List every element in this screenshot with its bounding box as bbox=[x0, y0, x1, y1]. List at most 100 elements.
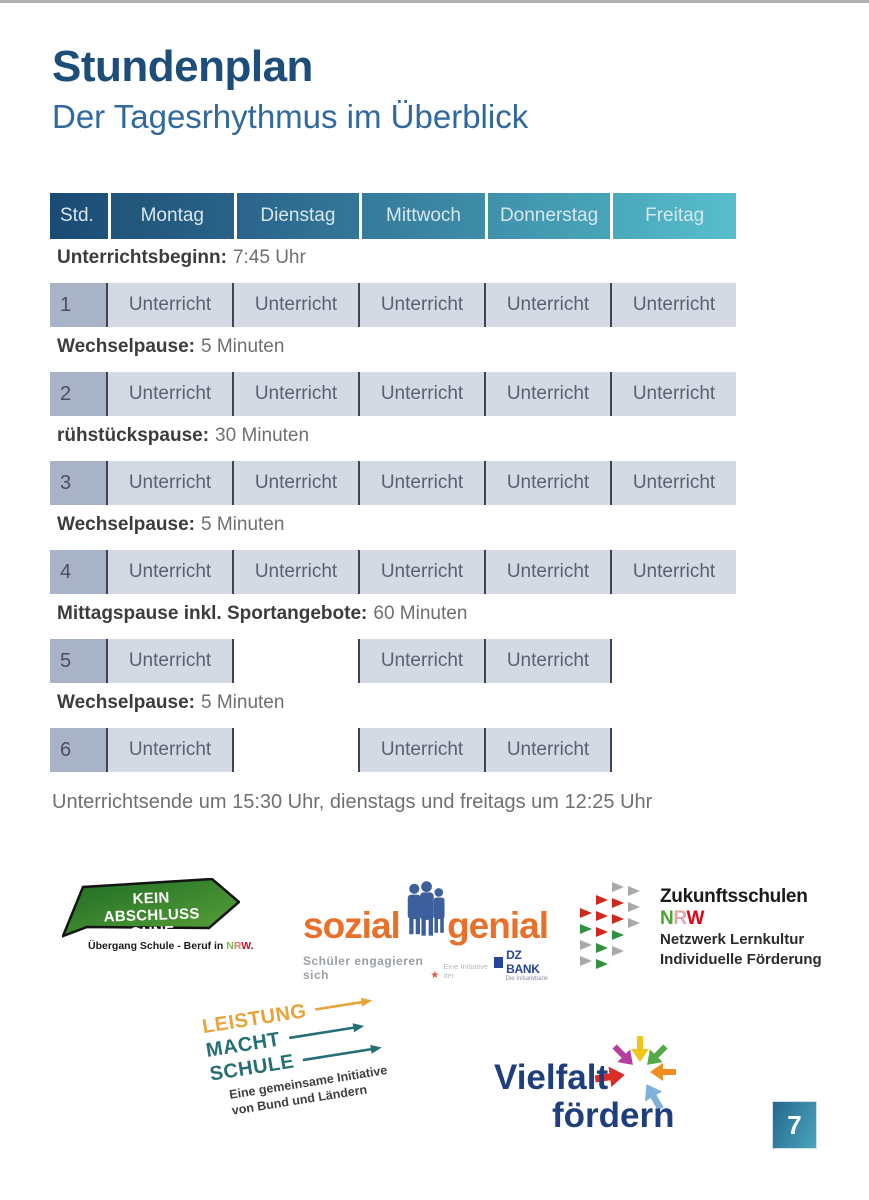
lesson-cell: Unterricht bbox=[612, 372, 736, 416]
break-value: 5 Minuten bbox=[200, 336, 285, 357]
lesson-cell: Unterricht bbox=[486, 283, 612, 327]
vielfalt-word: Vielfalt bbox=[494, 1058, 609, 1097]
column-header-dienstag: Dienstag bbox=[236, 193, 360, 239]
lesson-cell: Unterricht bbox=[612, 550, 736, 594]
lesson-cell: Unterricht bbox=[108, 461, 234, 505]
column-header-std: Std. bbox=[50, 193, 108, 239]
column-header-mittwoch: Mittwoch bbox=[362, 193, 485, 239]
lesson-cell: Unterricht bbox=[360, 283, 486, 327]
zukunftsschulen-logo: Zukunftsschulen NRW Netzwerk Lernkultur … bbox=[578, 882, 834, 974]
lesson-cell: Unterricht bbox=[486, 550, 612, 594]
break-note: rühstückspause: 30 Minuten bbox=[57, 425, 309, 447]
kaoa-caption-text: Übergang Schule - Beruf in bbox=[88, 940, 227, 952]
kaoa-caption-period: . bbox=[250, 940, 254, 952]
period-number: 1 bbox=[50, 283, 108, 327]
period-number: 4 bbox=[50, 550, 108, 594]
break-value: 5 Minuten bbox=[200, 514, 285, 535]
sozial-word: sozial bbox=[303, 905, 401, 946]
vielfalt-pinwheel-icon bbox=[594, 1036, 676, 1111]
zukunftsschulen-title: Zukunftsschulen NRW bbox=[660, 886, 834, 930]
empty-cell bbox=[234, 639, 358, 683]
break-label: Wechselpause: bbox=[57, 692, 195, 713]
lesson-cell: Unterricht bbox=[486, 461, 612, 505]
period-number: 5 bbox=[50, 639, 108, 683]
lemas-arrow-icon bbox=[302, 1044, 383, 1062]
break-value: 7:45 Uhr bbox=[232, 247, 306, 268]
kaoa-logo: KEIN ABSCHLUSS OHNE ANSCHLUSS Übergang S… bbox=[60, 877, 254, 964]
foerdern-word: fördern bbox=[552, 1096, 675, 1135]
empty-cell bbox=[612, 728, 736, 772]
dz-bank-subline: Die Initiativbank bbox=[505, 976, 548, 982]
zukunftsschulen-word: Zukunftsschulen bbox=[660, 886, 808, 907]
lesson-cell: Unterricht bbox=[486, 639, 612, 683]
column-header-freitag: Freitag bbox=[613, 193, 736, 239]
nrw-r: R bbox=[673, 908, 687, 929]
break-note: Wechselpause: 5 Minuten bbox=[57, 514, 284, 536]
lesson-cell: Unterricht bbox=[486, 372, 612, 416]
dz-bank-icon bbox=[494, 956, 504, 968]
lesson-cell: Unterricht bbox=[612, 461, 736, 505]
star-icon: ★ bbox=[430, 970, 440, 981]
sozial-genial-people-icon bbox=[407, 881, 445, 936]
break-note: Wechselpause: 5 Minuten bbox=[57, 692, 284, 714]
break-label: rühstückspause: bbox=[57, 425, 210, 446]
break-value: 5 Minuten bbox=[200, 692, 285, 713]
empty-cell bbox=[234, 728, 358, 772]
break-value: 60 Minuten bbox=[373, 603, 468, 624]
top-divider bbox=[0, 0, 869, 3]
lesson-cell: Unterricht bbox=[358, 639, 486, 683]
lemas-arrow-icon bbox=[288, 1023, 364, 1040]
lemas-arrow-icon bbox=[314, 997, 373, 1011]
lesson-cell: Unterricht bbox=[108, 283, 234, 327]
lesson-cell: Unterricht bbox=[358, 728, 486, 772]
lesson-cell: Unterricht bbox=[486, 728, 612, 772]
break-label: Mittagspause inkl. Sportangebote: bbox=[57, 603, 368, 624]
break-note: Wechselpause: 5 Minuten bbox=[57, 336, 284, 358]
end-of-lessons-note: Unterrichtsende um 15:30 Uhr, dienstags … bbox=[52, 791, 653, 813]
kaoa-caption-n: N bbox=[226, 940, 234, 952]
lesson-cell: Unterricht bbox=[234, 550, 360, 594]
dz-bank-wordmark: DZ BANK bbox=[506, 948, 540, 976]
zukunftsschulen-line2: Netzwerk Lernkultur bbox=[660, 931, 805, 948]
vielfalt-foerdern-logo: Vielfalt fördern bbox=[488, 1022, 700, 1137]
kaoa-caption: Übergang Schule - Beruf in NRW. bbox=[88, 940, 254, 952]
genial-word: genial bbox=[447, 905, 549, 946]
lesson-cell: Unterricht bbox=[234, 283, 360, 327]
lesson-cell: Unterricht bbox=[108, 639, 234, 683]
lesson-cell: Unterricht bbox=[360, 461, 486, 505]
kaoa-slogan-line1: KEIN ABSCHLUSS bbox=[103, 889, 200, 926]
page-number-badge: 7 bbox=[773, 1102, 816, 1148]
break-label: Unterrichtsbeginn: bbox=[57, 247, 227, 268]
lesson-cell: Unterricht bbox=[234, 461, 360, 505]
timetable-header: Std. Montag Dienstag Mittwoch Donnerstag… bbox=[50, 193, 736, 239]
lesson-cell: Unterricht bbox=[108, 372, 234, 416]
nrw-w: W bbox=[686, 908, 705, 929]
break-label: Wechselpause: bbox=[57, 514, 195, 535]
table-row: 2 Unterricht Unterricht Unterricht Unter… bbox=[50, 372, 736, 416]
empty-cell bbox=[612, 639, 736, 683]
kaoa-caption-r: R bbox=[233, 940, 242, 952]
table-row: 3 Unterricht Unterricht Unterricht Unter… bbox=[50, 461, 736, 505]
nrw-n: N bbox=[660, 908, 674, 929]
period-number: 3 bbox=[50, 461, 108, 505]
page-title: Stundenplan bbox=[52, 42, 313, 91]
table-row: 6 Unterricht Unterricht Unterricht bbox=[50, 728, 736, 772]
period-number: 6 bbox=[50, 728, 108, 772]
break-value: 30 Minuten bbox=[215, 425, 310, 446]
kaoa-caption-w: W bbox=[241, 940, 251, 952]
lemas-logo: LEISTUNG MACHT SCHULE Eine gemeinsame In… bbox=[201, 997, 405, 1142]
column-header-donnerstag: Donnerstag bbox=[487, 193, 611, 239]
period-number: 2 bbox=[50, 372, 108, 416]
lesson-cell: Unterricht bbox=[234, 372, 360, 416]
lesson-cell: Unterricht bbox=[612, 283, 736, 327]
break-label: Wechselpause: bbox=[57, 336, 195, 357]
page-subtitle: Der Tagesrhythmus im Überblick bbox=[52, 98, 529, 135]
break-note: Mittagspause inkl. Sportangebote: 60 Minu… bbox=[57, 603, 467, 625]
zukunftsschulen-triangles-icon bbox=[580, 882, 640, 969]
lesson-cell: Unterricht bbox=[108, 728, 234, 772]
lesson-cell: Unterricht bbox=[108, 550, 234, 594]
column-header-montag: Montag bbox=[111, 193, 234, 239]
table-row: 5 Unterricht Unterricht Unterricht bbox=[50, 639, 736, 683]
zukunftsschulen-line3: Individuelle Förderung bbox=[660, 951, 822, 968]
lesson-cell: Unterricht bbox=[360, 372, 486, 416]
